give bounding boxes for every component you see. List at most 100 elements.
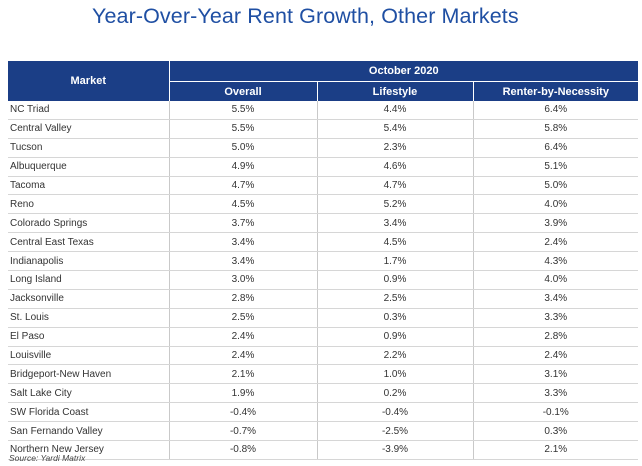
- market-cell: Central East Texas: [8, 232, 169, 253]
- market-cell: El Paso: [8, 327, 169, 347]
- market-cell: Colorado Springs: [8, 213, 169, 234]
- overall-cell: 2.1%: [168, 364, 317, 385]
- market-cell: Salt Lake City: [8, 383, 169, 404]
- overall-cell: -0.8%: [168, 440, 317, 460]
- lifestyle-cell: 5.2%: [316, 194, 473, 215]
- lifestyle-cell: 1.7%: [316, 251, 473, 272]
- overall-cell: 2.4%: [168, 346, 317, 366]
- lifestyle-cell: -0.4%: [316, 402, 473, 423]
- lifestyle-cell: 4.4%: [316, 101, 473, 120]
- lifestyle-cell: 4.6%: [316, 157, 473, 177]
- renter-by-necessity-cell: 4.0%: [472, 194, 639, 215]
- lifestyle-cell: -2.5%: [316, 421, 473, 442]
- overall-cell: 2.8%: [168, 289, 317, 309]
- column-header-lifestyle: Lifestyle: [316, 81, 473, 101]
- market-cell: Indianapolis: [8, 251, 169, 272]
- rent-growth-table: Market October 2020 Overall Lifestyle Re…: [8, 61, 639, 460]
- overall-cell: -0.7%: [168, 421, 317, 442]
- market-cell: Bridgeport-New Haven: [8, 364, 169, 385]
- renter-by-necessity-cell: 5.0%: [472, 176, 639, 196]
- table-row: Central East Texas 3.4% 4.5% 2.4%: [8, 232, 639, 253]
- renter-by-necessity-cell: 4.3%: [472, 251, 639, 272]
- table-row: Indianapolis 3.4% 1.7% 4.3%: [8, 251, 639, 272]
- table-row: Salt Lake City 1.9% 0.2% 3.3%: [8, 383, 639, 404]
- renter-by-necessity-cell: 2.8%: [472, 327, 639, 347]
- overall-cell: 3.0%: [168, 270, 317, 290]
- market-cell: Louisville: [8, 346, 169, 366]
- renter-by-necessity-cell: 3.4%: [472, 289, 639, 309]
- lifestyle-cell: -3.9%: [316, 440, 473, 460]
- column-header-market: Market: [8, 61, 169, 101]
- lifestyle-cell: 1.0%: [316, 364, 473, 385]
- renter-by-necessity-cell: 3.3%: [472, 308, 639, 328]
- market-cell: Reno: [8, 194, 169, 215]
- market-cell: Albuquerque: [8, 157, 169, 177]
- renter-by-necessity-cell: 2.4%: [472, 346, 639, 366]
- overall-cell: 5.0%: [168, 138, 317, 158]
- overall-cell: 3.7%: [168, 213, 317, 234]
- overall-cell: 2.4%: [168, 327, 317, 347]
- renter-by-necessity-cell: 3.3%: [472, 383, 639, 404]
- lifestyle-cell: 2.2%: [316, 346, 473, 366]
- market-cell: NC Triad: [8, 101, 169, 120]
- overall-cell: 1.9%: [168, 383, 317, 404]
- column-header-renter-by-necessity: Renter-by-Necessity: [472, 81, 639, 101]
- table-row: Reno 4.5% 5.2% 4.0%: [8, 194, 639, 215]
- renter-by-necessity-cell: 2.4%: [472, 232, 639, 253]
- table-row: Tucson 5.0% 2.3% 6.4%: [8, 138, 639, 158]
- table-row: Bridgeport-New Haven 2.1% 1.0% 3.1%: [8, 364, 639, 385]
- overall-cell: 4.7%: [168, 176, 317, 196]
- source-note: Source: Yardi Matrix: [9, 453, 86, 463]
- overall-cell: 3.4%: [168, 251, 317, 272]
- lifestyle-cell: 0.9%: [316, 270, 473, 290]
- market-cell: Central Valley: [8, 119, 169, 139]
- overall-cell: 4.5%: [168, 194, 317, 215]
- table-row: Albuquerque 4.9% 4.6% 5.1%: [8, 157, 639, 177]
- lifestyle-cell: 4.5%: [316, 232, 473, 253]
- market-cell: Jacksonville: [8, 289, 169, 309]
- renter-by-necessity-cell: -0.1%: [472, 402, 639, 423]
- renter-by-necessity-cell: 3.9%: [472, 213, 639, 234]
- table-row: Jacksonville 2.8% 2.5% 3.4%: [8, 289, 639, 309]
- lifestyle-cell: 2.3%: [316, 138, 473, 158]
- column-header-overall: Overall: [168, 81, 317, 101]
- lifestyle-cell: 3.4%: [316, 213, 473, 234]
- table-row: Central Valley 5.5% 5.4% 5.8%: [8, 119, 639, 139]
- overall-cell: 4.9%: [168, 157, 317, 177]
- period-header: October 2020: [168, 61, 639, 82]
- page-title: Year-Over-Year Rent Growth, Other Market…: [92, 4, 519, 28]
- table-row: NC Triad 5.5% 4.4% 6.4%: [8, 101, 639, 120]
- table-row: El Paso 2.4% 0.9% 2.8%: [8, 327, 639, 347]
- lifestyle-cell: 0.3%: [316, 308, 473, 328]
- table-row: Northern New Jersey -0.8% -3.9% 2.1%: [8, 440, 639, 460]
- lifestyle-cell: 5.4%: [316, 119, 473, 139]
- overall-cell: 5.5%: [168, 101, 317, 120]
- renter-by-necessity-cell: 0.3%: [472, 421, 639, 442]
- table-row: Tacoma 4.7% 4.7% 5.0%: [8, 176, 639, 196]
- renter-by-necessity-cell: 5.1%: [472, 157, 639, 177]
- renter-by-necessity-cell: 6.4%: [472, 101, 639, 120]
- overall-cell: -0.4%: [168, 402, 317, 423]
- renter-by-necessity-cell: 3.1%: [472, 364, 639, 385]
- lifestyle-cell: 2.5%: [316, 289, 473, 309]
- table-row: Long Island 3.0% 0.9% 4.0%: [8, 270, 639, 290]
- market-cell: Tacoma: [8, 176, 169, 196]
- renter-by-necessity-cell: 5.8%: [472, 119, 639, 139]
- market-cell: Northern New Jersey: [8, 440, 169, 460]
- overall-cell: 3.4%: [168, 232, 317, 253]
- market-cell: Tucson: [8, 138, 169, 158]
- overall-cell: 5.5%: [168, 119, 317, 139]
- renter-by-necessity-cell: 6.4%: [472, 138, 639, 158]
- market-cell: St. Louis: [8, 308, 169, 328]
- market-cell: SW Florida Coast: [8, 402, 169, 423]
- market-cell: San Fernando Valley: [8, 421, 169, 442]
- market-cell: Long Island: [8, 270, 169, 290]
- renter-by-necessity-cell: 2.1%: [472, 440, 639, 460]
- lifestyle-cell: 4.7%: [316, 176, 473, 196]
- lifestyle-cell: 0.2%: [316, 383, 473, 404]
- table-row: SW Florida Coast -0.4% -0.4% -0.1%: [8, 402, 639, 423]
- overall-cell: 2.5%: [168, 308, 317, 328]
- table-row: St. Louis 2.5% 0.3% 3.3%: [8, 308, 639, 328]
- table-row: Colorado Springs 3.7% 3.4% 3.9%: [8, 213, 639, 234]
- table-row: Louisville 2.4% 2.2% 2.4%: [8, 346, 639, 366]
